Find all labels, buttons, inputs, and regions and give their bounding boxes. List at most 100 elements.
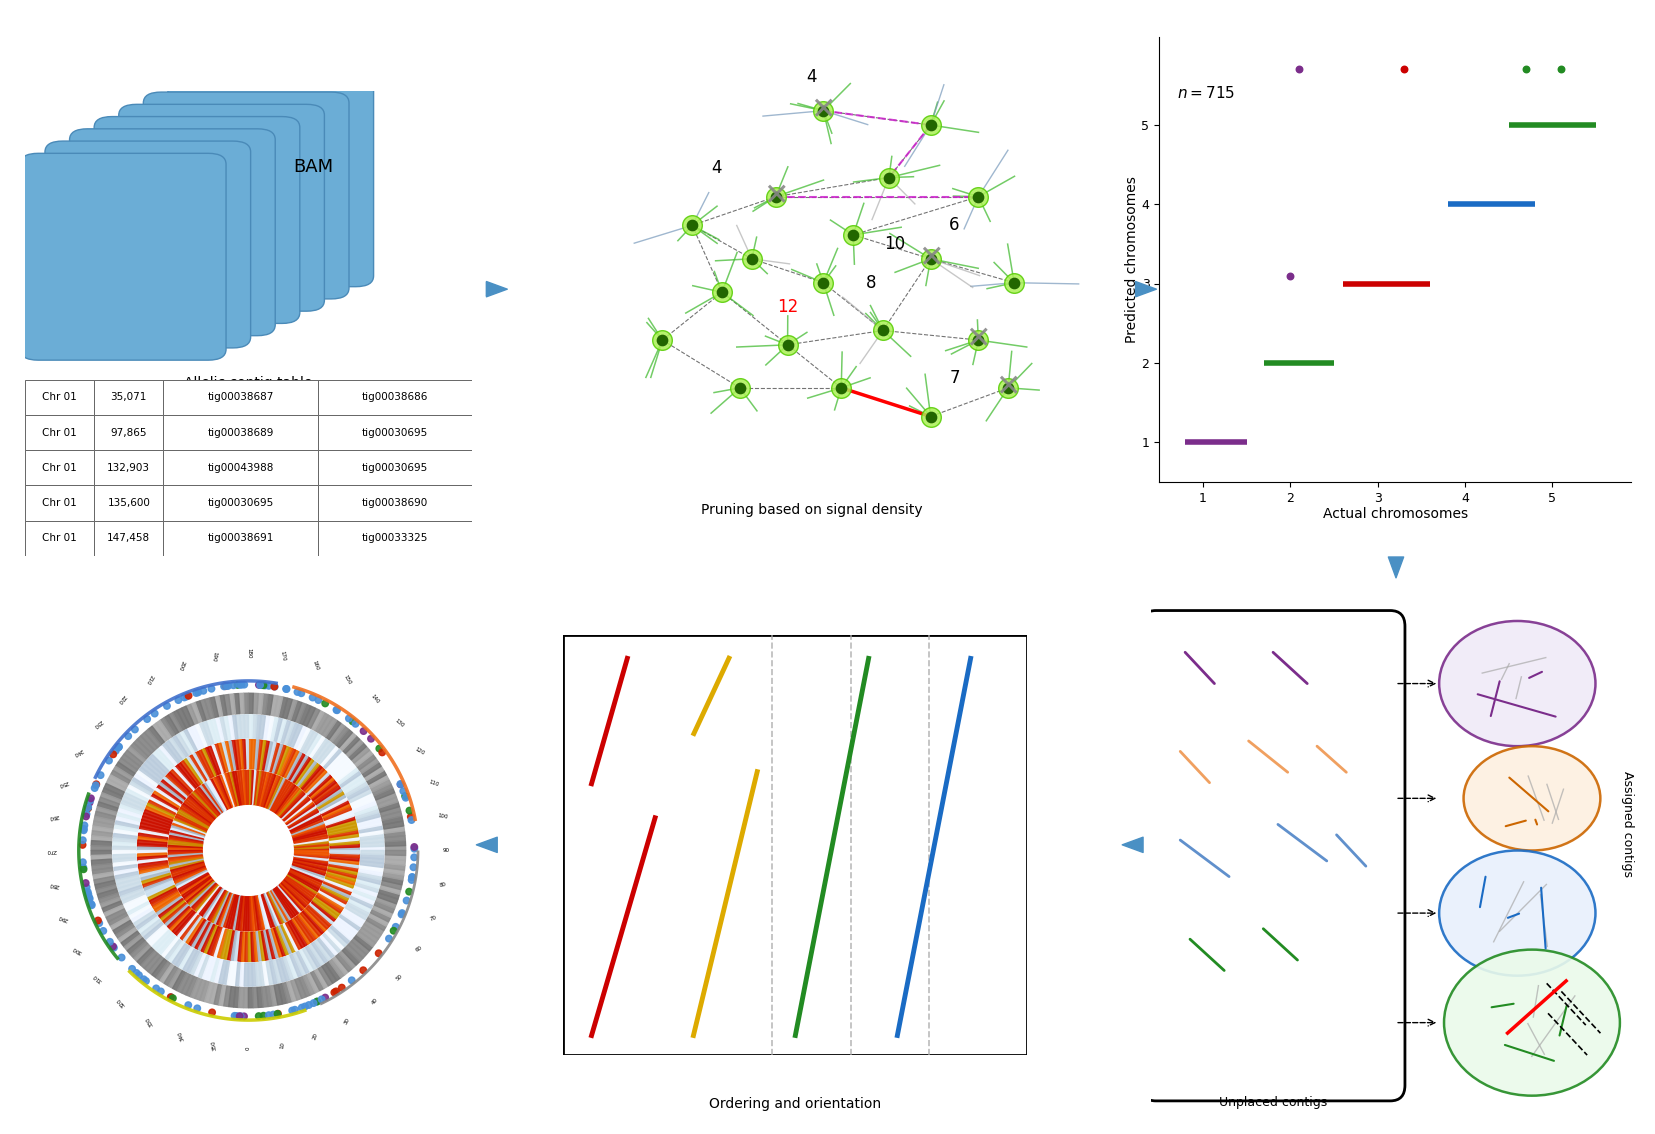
Polygon shape xyxy=(286,700,296,720)
Point xyxy=(73,805,99,823)
Polygon shape xyxy=(243,693,248,713)
Text: 110: 110 xyxy=(427,779,439,787)
Polygon shape xyxy=(281,881,308,905)
Polygon shape xyxy=(357,816,381,826)
Polygon shape xyxy=(147,886,175,900)
Text: 8: 8 xyxy=(866,273,875,291)
Polygon shape xyxy=(359,869,382,875)
Polygon shape xyxy=(185,704,197,725)
Point xyxy=(917,407,943,425)
Polygon shape xyxy=(240,714,245,738)
Polygon shape xyxy=(280,720,290,744)
Polygon shape xyxy=(144,729,161,747)
Polygon shape xyxy=(91,855,111,861)
Polygon shape xyxy=(261,773,273,806)
Point xyxy=(250,1007,276,1025)
Polygon shape xyxy=(195,922,212,949)
Polygon shape xyxy=(306,946,321,967)
Polygon shape xyxy=(200,748,215,777)
Y-axis label: Predicted chromosomes: Predicted chromosomes xyxy=(1124,176,1139,344)
Text: 350: 350 xyxy=(210,1039,217,1050)
Polygon shape xyxy=(136,914,157,930)
Text: 250: 250 xyxy=(58,779,70,787)
Polygon shape xyxy=(255,896,263,930)
Point xyxy=(397,811,424,829)
Text: 10: 10 xyxy=(280,1041,286,1049)
Polygon shape xyxy=(179,807,209,827)
Point xyxy=(220,676,247,694)
Polygon shape xyxy=(275,696,283,717)
Polygon shape xyxy=(131,743,149,760)
Polygon shape xyxy=(232,931,238,960)
Polygon shape xyxy=(295,979,306,998)
Polygon shape xyxy=(255,771,261,805)
Polygon shape xyxy=(154,788,180,806)
Polygon shape xyxy=(258,931,265,960)
Polygon shape xyxy=(338,916,357,933)
Polygon shape xyxy=(357,872,381,880)
Polygon shape xyxy=(326,752,344,771)
Polygon shape xyxy=(192,921,209,948)
Point xyxy=(74,799,101,818)
Polygon shape xyxy=(252,739,255,769)
Text: Building: Building xyxy=(215,589,281,607)
Polygon shape xyxy=(329,858,359,864)
Polygon shape xyxy=(195,886,218,912)
Polygon shape xyxy=(359,861,384,868)
Polygon shape xyxy=(139,827,169,835)
Polygon shape xyxy=(351,938,369,955)
Polygon shape xyxy=(273,928,286,956)
FancyBboxPatch shape xyxy=(144,92,349,299)
Polygon shape xyxy=(290,870,321,887)
Polygon shape xyxy=(288,874,318,894)
Text: 260: 260 xyxy=(48,813,60,820)
Polygon shape xyxy=(339,771,361,787)
Polygon shape xyxy=(207,957,217,981)
Point xyxy=(142,980,169,998)
Polygon shape xyxy=(207,780,227,811)
Polygon shape xyxy=(261,895,273,928)
Polygon shape xyxy=(213,777,230,809)
Point xyxy=(761,187,788,205)
Point xyxy=(212,677,238,695)
Polygon shape xyxy=(295,854,328,858)
Polygon shape xyxy=(141,733,157,751)
Polygon shape xyxy=(167,906,190,929)
Polygon shape xyxy=(306,772,329,795)
Polygon shape xyxy=(232,962,238,985)
Polygon shape xyxy=(386,850,405,855)
Polygon shape xyxy=(260,895,271,928)
Polygon shape xyxy=(131,908,154,923)
Polygon shape xyxy=(354,886,377,897)
Point xyxy=(369,744,396,762)
Polygon shape xyxy=(311,780,336,801)
Polygon shape xyxy=(169,941,185,963)
Polygon shape xyxy=(129,905,151,920)
Polygon shape xyxy=(243,897,247,931)
Polygon shape xyxy=(265,892,280,925)
Polygon shape xyxy=(343,778,366,793)
Polygon shape xyxy=(230,896,240,929)
Polygon shape xyxy=(137,948,154,965)
Text: 90: 90 xyxy=(442,848,449,853)
Polygon shape xyxy=(334,920,356,937)
Polygon shape xyxy=(223,960,230,984)
Polygon shape xyxy=(314,741,331,762)
Polygon shape xyxy=(152,959,167,978)
Point xyxy=(965,331,991,349)
Text: 12: 12 xyxy=(776,297,798,315)
Polygon shape xyxy=(321,801,349,815)
Polygon shape xyxy=(227,716,233,739)
Polygon shape xyxy=(381,880,402,889)
Point xyxy=(727,379,753,397)
Polygon shape xyxy=(94,816,114,824)
Polygon shape xyxy=(318,794,346,811)
Polygon shape xyxy=(333,726,349,745)
Polygon shape xyxy=(270,891,286,922)
Polygon shape xyxy=(300,949,313,972)
Polygon shape xyxy=(184,878,212,899)
Point xyxy=(1276,266,1302,285)
Polygon shape xyxy=(348,902,369,916)
Polygon shape xyxy=(324,810,353,823)
Text: 270: 270 xyxy=(46,848,56,853)
